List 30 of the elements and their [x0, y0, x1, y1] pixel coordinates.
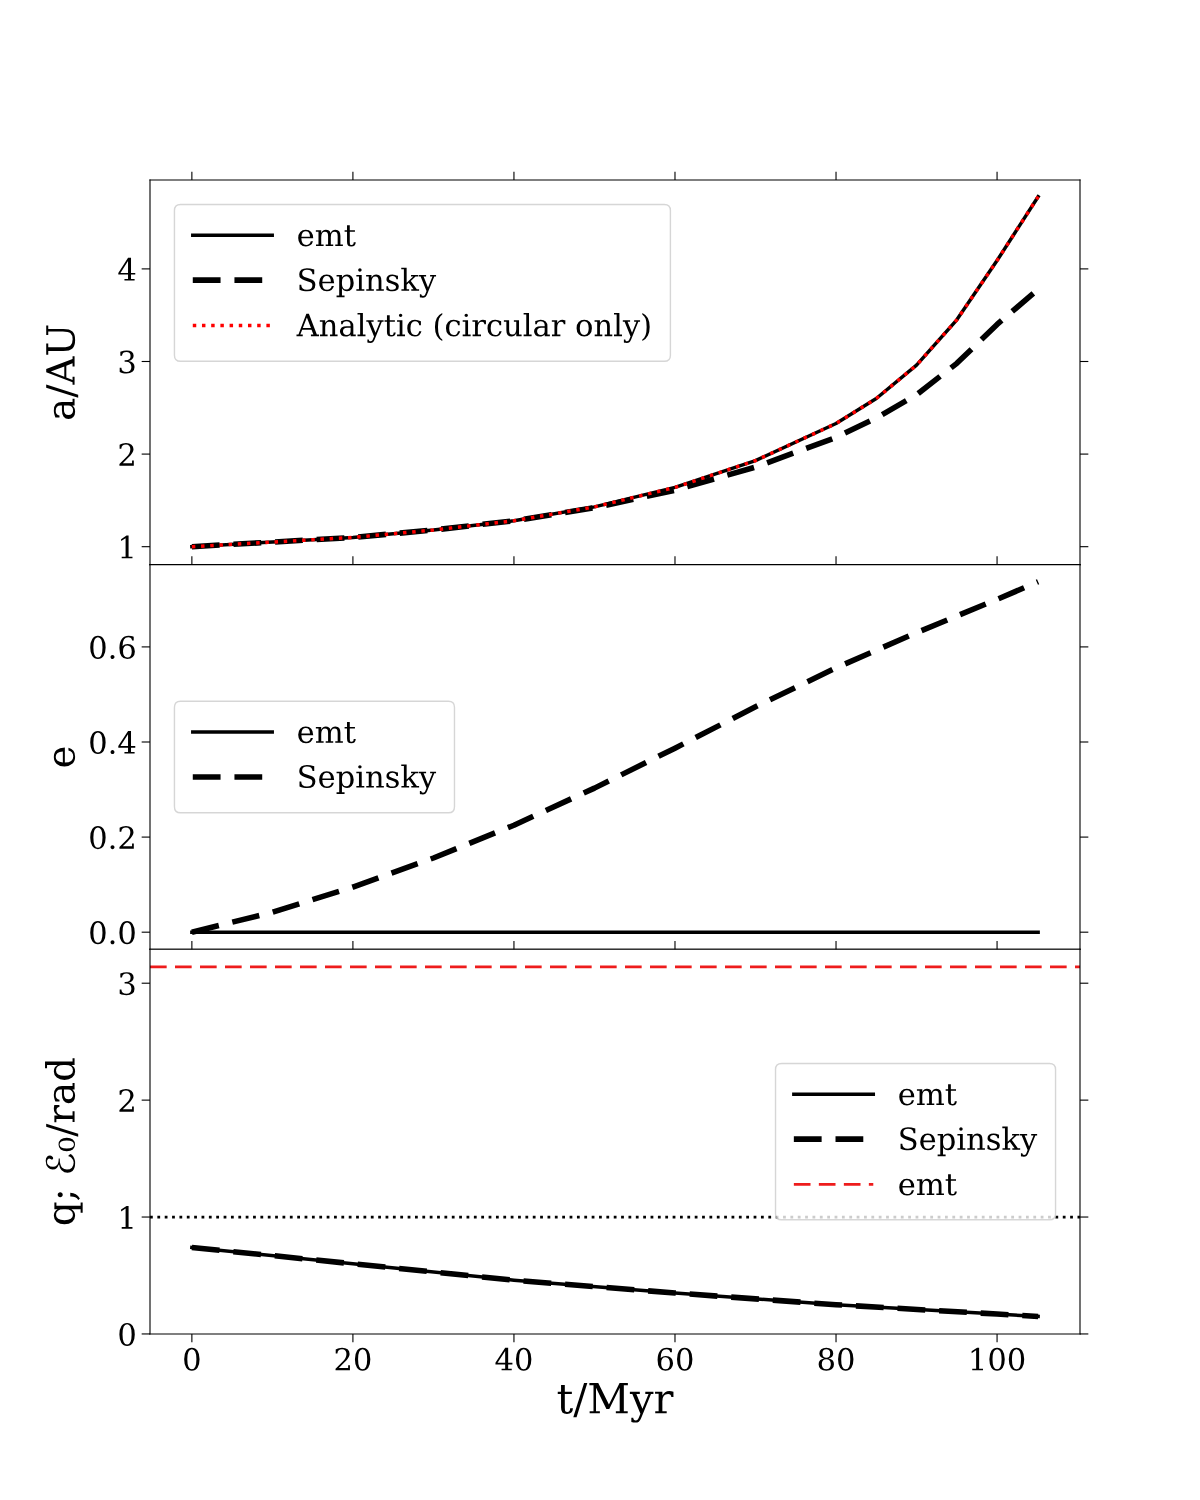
y-axis-title: e — [53, 747, 76, 767]
x-tick-label: 80 — [818, 1347, 854, 1371]
y-tick-label: 0.4 — [90, 730, 136, 755]
x-tick-label: 40 — [495, 1347, 532, 1371]
legend-label: emt — [298, 721, 356, 744]
legend-label: emt — [899, 1174, 957, 1196]
y-tick-label: 3 — [119, 972, 135, 996]
x-tick-label: 0 — [184, 1347, 200, 1371]
x-axis-title: t/Myr — [557, 1382, 674, 1423]
y-axis-title: a/AU — [46, 325, 79, 419]
legend-label: Analytic (circular only) — [296, 312, 650, 343]
legend-label: Sepinsky — [299, 764, 437, 795]
legend-label: Sepinsky — [900, 1126, 1038, 1157]
x-tick-label: 60 — [657, 1347, 693, 1371]
y-tick-label: 0 — [119, 1322, 135, 1346]
y-tick-label: 0.6 — [90, 635, 135, 659]
x-tick-label: 20 — [335, 1347, 371, 1371]
y-tick-label: 0.0 — [90, 921, 135, 945]
y-tick-label: 3 — [119, 350, 135, 374]
y-tick-label: 0.2 — [90, 826, 134, 850]
x-tick-label: 100 — [971, 1347, 1025, 1371]
legend-label: Sepinsky — [299, 267, 437, 298]
legend-label: emt — [298, 225, 356, 247]
y-tick-label: 2 — [119, 443, 134, 466]
y-tick-label: 1 — [121, 535, 133, 559]
y-tick-label: 1 — [121, 1205, 133, 1229]
legend-label: emt — [899, 1084, 957, 1106]
y-tick-label: 2 — [119, 1089, 134, 1112]
y-tick-label: 4 — [118, 257, 136, 281]
y-axis-title: q; ℰ₀/rad — [45, 1058, 83, 1225]
